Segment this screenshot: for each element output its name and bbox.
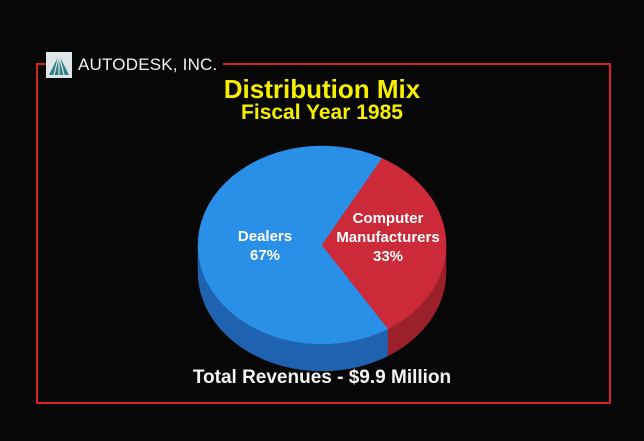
slice-name-computer: Computer	[352, 210, 424, 227]
footer-total-revenues: Total Revenues - $9.9 Million	[192, 367, 452, 388]
slice-label-dealers: Dealers 67%	[222, 227, 308, 265]
pie-slice-computer-manufacturers	[321, 158, 447, 330]
slide-frame	[36, 63, 611, 404]
pie-slice-dealers	[197, 145, 389, 345]
slice-name-dealers: Dealers	[237, 228, 293, 245]
brand-name: AUTODESK, INC.	[78, 55, 218, 74]
pie-tops	[197, 145, 447, 345]
slice-value-computer-manufacturers: 33%	[372, 248, 404, 265]
autodesk-logo-icon	[46, 52, 72, 78]
slice-label-computer-manufacturers: Computer Manufacturers 33%	[318, 209, 458, 266]
brand-header: AUTODESK, INC.	[46, 52, 224, 78]
chart-subtitle: Fiscal Year 1985	[241, 101, 403, 124]
chart-title: Distribution Mix	[223, 74, 421, 104]
slice-value-dealers: 67%	[249, 247, 281, 264]
slice-name-manufacturers: Manufacturers	[336, 229, 440, 246]
